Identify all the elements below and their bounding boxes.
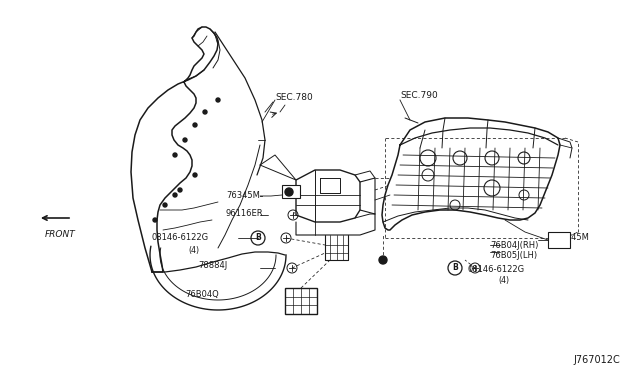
Text: SEC.790: SEC.790 — [400, 90, 438, 99]
Text: (4): (4) — [498, 276, 509, 285]
Text: 96116ER: 96116ER — [226, 208, 264, 218]
Text: 76B04J(RH): 76B04J(RH) — [490, 241, 538, 250]
Text: 08146-6122G: 08146-6122G — [468, 266, 525, 275]
Circle shape — [216, 98, 220, 102]
Text: J767012C: J767012C — [573, 355, 620, 365]
Circle shape — [193, 123, 197, 127]
Circle shape — [178, 188, 182, 192]
Text: B: B — [452, 263, 458, 273]
Text: B: B — [255, 234, 261, 243]
Text: 76345M: 76345M — [226, 192, 260, 201]
Text: (4): (4) — [188, 246, 199, 254]
Circle shape — [285, 188, 293, 196]
Text: 78884J: 78884J — [198, 260, 227, 269]
Text: 76B04Q: 76B04Q — [185, 291, 219, 299]
Circle shape — [193, 173, 197, 177]
Text: 76345M: 76345M — [555, 234, 589, 243]
Text: FRONT: FRONT — [45, 230, 76, 239]
Circle shape — [203, 110, 207, 114]
Text: 76B05J(LH): 76B05J(LH) — [490, 250, 537, 260]
Bar — [548, 232, 570, 248]
Text: 08146-6122G: 08146-6122G — [152, 232, 209, 241]
Circle shape — [153, 218, 157, 222]
Bar — [282, 185, 300, 198]
Circle shape — [379, 256, 387, 264]
Bar — [285, 288, 317, 314]
Circle shape — [173, 193, 177, 197]
Text: SEC.780: SEC.780 — [275, 93, 313, 103]
Circle shape — [183, 138, 187, 142]
Circle shape — [163, 203, 167, 207]
Circle shape — [173, 153, 177, 157]
